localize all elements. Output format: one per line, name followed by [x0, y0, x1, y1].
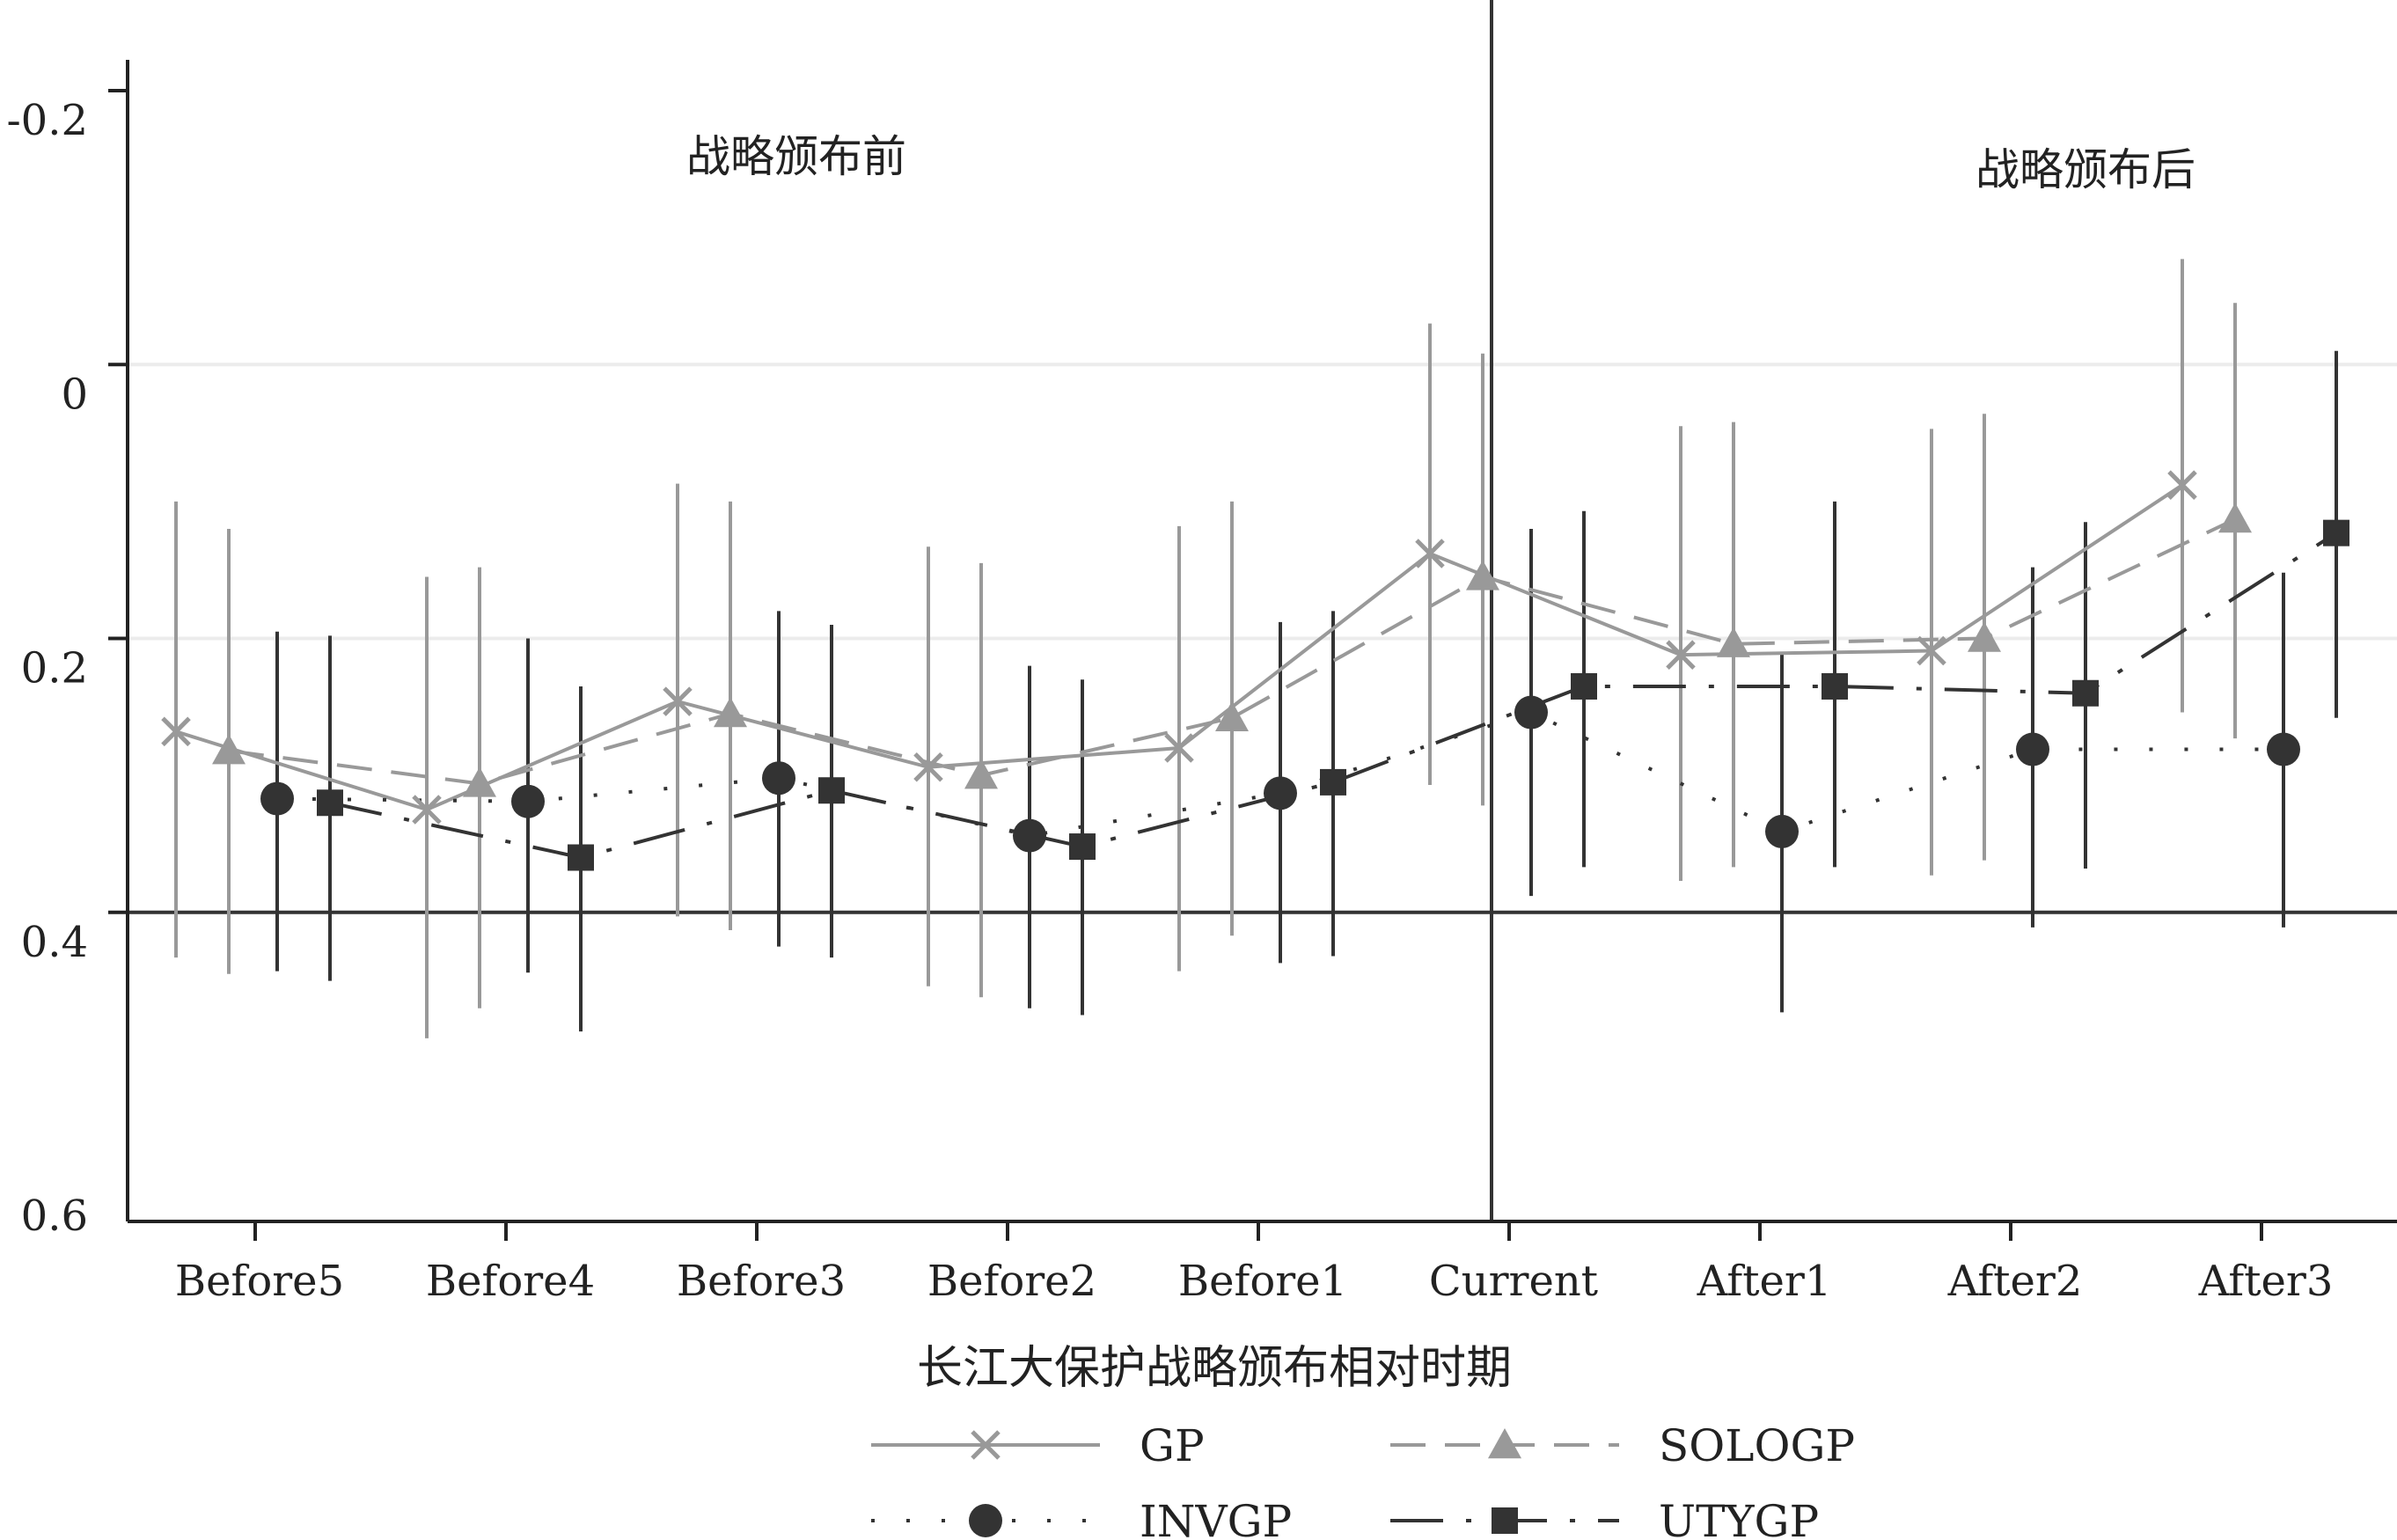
legend-label: SOLOGP [1659, 1420, 1855, 1471]
legend-item-invgp: INVGP [871, 1496, 1292, 1540]
marker-x [663, 686, 693, 716]
y-tick-label: 0.2 [21, 644, 88, 693]
marker-circle [762, 761, 795, 796]
marker-x [1164, 733, 1194, 763]
period-label-before: 战略颁布前 [686, 131, 906, 182]
marker-triangle [2218, 502, 2252, 533]
legend-label: UTYGP [1659, 1496, 1819, 1540]
x-tick-label: Before2 [927, 1257, 1096, 1306]
y-tick-label: 0.6 [21, 1192, 88, 1241]
axes: -0.2 0 0.2 0.4 0.6 Before5 Before4 Before3 Befor… [6, 60, 2397, 1306]
marker-circle [2267, 732, 2300, 766]
legend: GP SOLOGP INVGP UTYGP [871, 1420, 1855, 1540]
grid-lines [128, 363, 2397, 914]
marker-x [913, 752, 943, 782]
marker-square [568, 844, 594, 871]
marker-square [2072, 679, 2099, 707]
legend-label: INVGP [1140, 1496, 1292, 1540]
marker-circle [969, 1504, 1002, 1537]
marker-circle [1514, 695, 1548, 730]
marker-circle [511, 784, 545, 818]
marker-circle [1264, 776, 1297, 810]
legend-item-sologp: SOLOGP [1390, 1420, 1855, 1471]
marker-triangle [1466, 560, 1499, 590]
series-markers [161, 470, 2349, 871]
marker-x [2167, 470, 2197, 500]
x-tick-label: Before3 [677, 1257, 846, 1306]
y-tick-label: -0.2 [6, 96, 88, 145]
confidence-intervals [174, 259, 2338, 1038]
marker-triangle [1215, 700, 1249, 731]
marker-triangle [1968, 621, 2001, 652]
marker-square [818, 777, 845, 804]
marker-circle [2016, 732, 2049, 766]
marker-triangle [964, 759, 998, 789]
y-tick-label: 0.4 [21, 918, 88, 967]
marker-x [1415, 539, 1445, 568]
legend-label: GP [1140, 1420, 1205, 1471]
marker-x [161, 716, 191, 747]
x-tick-label: After2 [1947, 1257, 2083, 1306]
marker-x [1917, 635, 1946, 666]
x-tick-label: Before5 [175, 1257, 344, 1306]
marker-circle [1765, 814, 1799, 848]
marker-square [1822, 672, 1848, 700]
marker-circle [1013, 818, 1046, 853]
x-tick-label: Before4 [426, 1257, 595, 1306]
marker-square [1320, 768, 1346, 796]
series-lines [175, 483, 2338, 860]
x-tick-label: After3 [2198, 1257, 2334, 1306]
marker-square [317, 789, 343, 817]
marker-triangle [714, 697, 747, 728]
y-tick-label: 0 [61, 370, 88, 419]
marker-x [1666, 640, 1696, 670]
x-axis-title: 长江大保护战略颁布相对时期 [917, 1342, 1512, 1395]
marker-x [412, 795, 442, 825]
marker-circle [260, 781, 294, 816]
legend-item-utygp: UTYGP [1390, 1496, 1819, 1540]
marker-triangle [1717, 627, 1750, 657]
series-line-sologp [228, 517, 2236, 786]
marker-x [971, 1430, 1001, 1460]
marker-square [1492, 1507, 1518, 1534]
marker-triangle [212, 734, 246, 765]
x-tick-label: Before1 [1178, 1257, 1347, 1306]
marker-triangle [1488, 1428, 1521, 1459]
reference-lines [128, 0, 2397, 1221]
marker-square [1069, 833, 1096, 861]
marker-triangle [463, 766, 496, 797]
marker-square [2323, 519, 2349, 546]
period-label-after: 战略颁布后 [1976, 144, 2195, 195]
legend-item-gp: GP [871, 1420, 1205, 1471]
series-line-utygp [329, 531, 2338, 860]
x-tick-label: Current [1429, 1257, 1598, 1306]
x-tick-label: After1 [1697, 1257, 1832, 1306]
marker-square [1571, 672, 1597, 700]
